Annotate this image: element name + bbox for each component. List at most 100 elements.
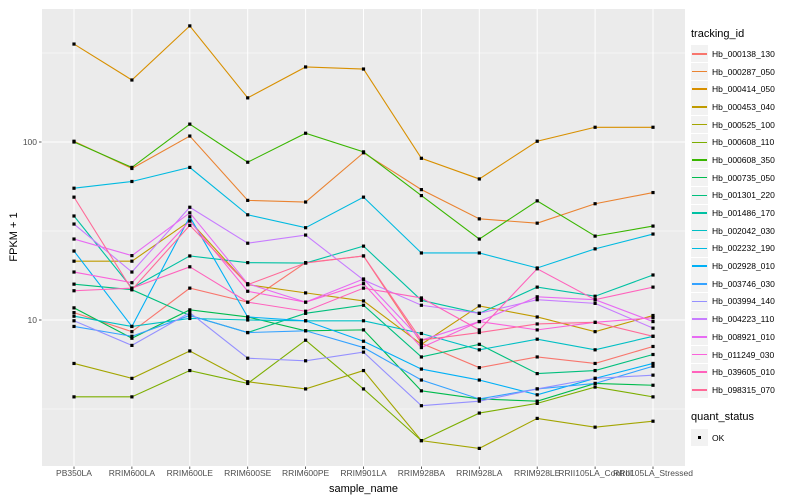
legend-key-swatch xyxy=(691,310,708,328)
data-point xyxy=(477,304,481,308)
legend-key-swatch xyxy=(691,257,708,275)
data-point xyxy=(304,65,308,69)
data-point xyxy=(72,214,76,218)
data-point xyxy=(188,286,192,290)
legend-label: Hb_000138_130 xyxy=(712,48,775,59)
data-point xyxy=(72,237,76,241)
data-point xyxy=(72,311,76,315)
legend-title-tracking-id: tracking_id xyxy=(691,28,745,40)
data-point xyxy=(535,416,539,421)
data-point xyxy=(72,395,76,399)
legend-key-swatch xyxy=(691,80,708,98)
data-point xyxy=(130,254,134,258)
x-axis-title: sample_name xyxy=(328,483,399,495)
x-tick-label-RRIM600PE: RRIM600PE xyxy=(281,468,330,478)
legend-key-line xyxy=(692,318,707,320)
x-tick-label-RRIM600SE: RRIM600SE xyxy=(224,468,272,478)
data-point xyxy=(361,67,366,71)
data-point xyxy=(593,125,597,129)
data-point xyxy=(651,364,655,368)
legend-key-swatch xyxy=(691,239,708,257)
data-point xyxy=(419,439,423,443)
data-point xyxy=(130,270,134,274)
data-point xyxy=(651,190,655,195)
data-point xyxy=(535,322,539,326)
legend-label: Hb_002232_190 xyxy=(712,243,775,254)
data-point xyxy=(593,202,597,206)
legend-key-line xyxy=(692,106,707,108)
legend-label: Hb_001486_170 xyxy=(712,208,775,219)
legend-key-swatch xyxy=(691,328,708,346)
data-point xyxy=(246,261,250,265)
data-point xyxy=(593,385,597,389)
data-point xyxy=(535,399,539,403)
data-point xyxy=(651,383,655,387)
data-point xyxy=(246,213,250,217)
legend-label: Hb_039605_010 xyxy=(712,367,775,378)
data-point xyxy=(361,254,366,258)
data-point xyxy=(188,215,192,219)
data-point xyxy=(361,339,366,343)
data-point xyxy=(535,387,539,391)
data-point xyxy=(651,224,655,228)
legend-item-Hb_000735_050: Hb_000735_050 xyxy=(691,169,799,187)
data-point xyxy=(477,348,481,352)
legend-key-swatch xyxy=(691,429,708,447)
data-point xyxy=(72,314,76,318)
data-point xyxy=(535,139,539,143)
x-tick-label-RRIM928BA: RRIM928BA xyxy=(397,468,446,478)
data-point xyxy=(188,223,192,227)
data-point xyxy=(419,378,423,382)
data-point xyxy=(651,361,655,366)
data-point xyxy=(130,343,134,347)
data-point xyxy=(72,259,76,263)
data-point xyxy=(535,267,539,271)
legend-item-quant-OK: OK xyxy=(691,429,799,447)
data-point xyxy=(361,319,366,323)
data-point xyxy=(651,334,655,338)
legend-label: Hb_008921_010 xyxy=(712,331,775,342)
legend-label: Hb_000287_050 xyxy=(712,66,775,77)
data-point xyxy=(477,330,481,335)
legend-title-quant-status: quant_status xyxy=(691,410,754,423)
legend-item-Hb_002928_010: Hb_002928_010 xyxy=(691,257,799,275)
legend-key-swatch xyxy=(691,98,708,116)
data-point xyxy=(651,344,655,349)
legend-items-tracking-id: Hb_000138_130 Hb_000287_050 Hb_000414_050 H… xyxy=(691,45,799,399)
data-point xyxy=(535,315,539,319)
data-point xyxy=(419,338,423,342)
x-tick-label-RRIM901LA: RRIM901LA xyxy=(340,468,387,478)
data-point xyxy=(593,320,597,324)
legend-key-line xyxy=(692,176,707,179)
data-point xyxy=(477,399,481,403)
legend-item-Hb_011249_030: Hb_011249_030 xyxy=(691,346,799,364)
data-point xyxy=(651,395,655,399)
data-point xyxy=(246,283,250,287)
legend-item-Hb_000414_050: Hb_000414_050 xyxy=(691,80,799,98)
data-point xyxy=(188,313,192,318)
legend-key-line xyxy=(692,53,707,55)
data-point xyxy=(419,345,423,350)
legend-label: Hb_000608_110 xyxy=(712,137,775,148)
data-point xyxy=(304,387,308,391)
data-point xyxy=(477,328,481,332)
data-point xyxy=(246,356,250,360)
legend-key-line xyxy=(692,159,707,161)
data-point xyxy=(477,319,481,324)
data-point xyxy=(477,366,481,370)
legend-key-line xyxy=(692,70,707,73)
data-point xyxy=(651,326,655,330)
data-point xyxy=(246,241,250,245)
data-point xyxy=(361,282,366,286)
data-point xyxy=(361,345,366,350)
data-point xyxy=(477,251,481,255)
data-point xyxy=(361,303,366,307)
data-point xyxy=(535,337,539,341)
data-point xyxy=(130,288,134,292)
data-point xyxy=(477,177,481,181)
data-point xyxy=(188,308,192,312)
data-point xyxy=(651,285,655,289)
legend-key-line xyxy=(692,283,707,285)
data-point xyxy=(72,195,76,199)
